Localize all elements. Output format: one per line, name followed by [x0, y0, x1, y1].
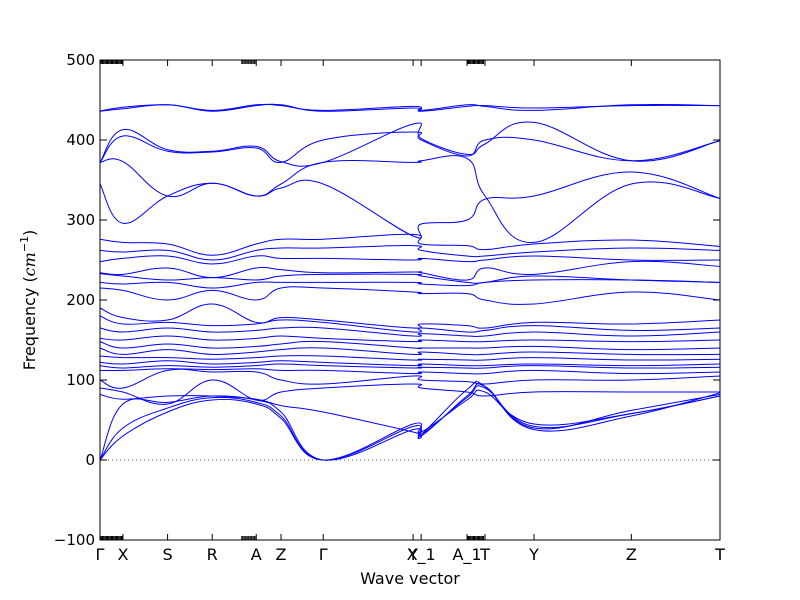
y-tick-label: 0 — [85, 451, 95, 469]
x-tick-label: X — [117, 545, 128, 564]
x-tick-label: Y — [407, 545, 418, 564]
band-17 — [99, 335, 721, 343]
x-tick-label: Z — [626, 545, 637, 564]
band-2 — [99, 103, 721, 112]
band-26 — [99, 380, 721, 440]
x-axis-ticks: Γ X S R A Z Γ YX_1 A_1T Y Z T — [96, 60, 725, 565]
band-25 — [99, 379, 720, 405]
band-13 — [99, 286, 721, 305]
band-15 — [99, 315, 721, 333]
band-27 — [99, 383, 721, 461]
y-tick-label: 200 — [66, 291, 95, 309]
y-tick-label: 100 — [66, 371, 95, 389]
band-8 — [99, 245, 721, 261]
band-19 — [99, 347, 721, 356]
x-tick-label: Γ — [319, 545, 328, 564]
x-tick-label: Y — [528, 545, 539, 564]
band-10 — [99, 260, 721, 281]
band-9 — [99, 255, 721, 265]
x-tick-label: S — [163, 545, 173, 564]
x-tick-label: X_1 — [407, 545, 436, 565]
band-7 — [99, 233, 721, 256]
band-16 — [99, 326, 721, 337]
x-tick-label: T — [479, 545, 490, 564]
y-axis-label: Frequency (cm−1) — [18, 230, 39, 371]
band-lines — [99, 103, 721, 461]
band-29 — [99, 389, 721, 461]
x-tick-label: A_1 — [452, 545, 481, 565]
band-5 — [99, 155, 721, 243]
x-tick-label: A — [251, 545, 262, 564]
y-tick-label: 400 — [66, 131, 95, 149]
band-4 — [99, 131, 721, 163]
band-21 — [99, 360, 721, 367]
x-tick-label: T — [714, 545, 725, 564]
band-18 — [99, 340, 721, 351]
band-11 — [99, 273, 721, 284]
band-28 — [99, 385, 721, 461]
x-tick-label: R — [207, 545, 218, 564]
band-24 — [99, 368, 721, 389]
x-axis-label: Wave vector — [360, 569, 460, 588]
x-tick-label: Z — [276, 545, 287, 564]
y-tick-label: 500 — [66, 51, 95, 69]
y-tick-label: 300 — [66, 211, 95, 229]
band-14 — [99, 303, 721, 329]
band-22 — [99, 363, 721, 369]
band-12 — [99, 279, 721, 289]
y-axis-ticks: −100 0 100 200 300 400 500 — [54, 51, 720, 549]
band-23 — [99, 368, 721, 375]
band-20 — [99, 355, 721, 361]
band-3 — [99, 121, 721, 167]
y-tick-label: −100 — [54, 531, 95, 549]
x-tick-label: Γ — [96, 545, 105, 564]
band-6 — [99, 171, 721, 239]
